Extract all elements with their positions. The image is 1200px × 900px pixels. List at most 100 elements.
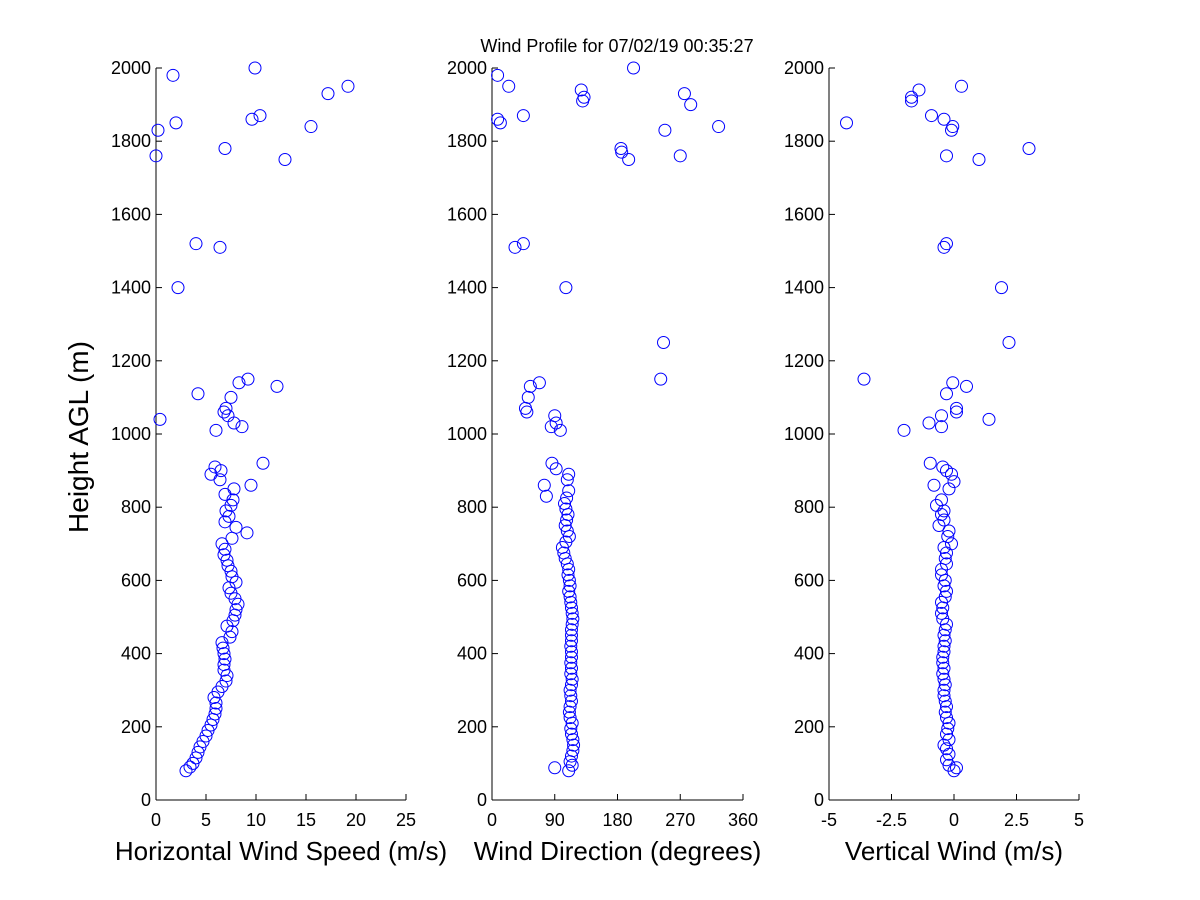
data-point [564, 645, 578, 659]
y-tick-label: 1000 [447, 424, 487, 444]
data-point [559, 502, 573, 516]
y-tick-label: 1800 [784, 131, 824, 151]
data-point [491, 112, 505, 126]
y-tick-label: 1600 [447, 204, 487, 224]
data-point [938, 590, 952, 604]
data-point [560, 473, 574, 487]
data-point [217, 405, 231, 419]
data-point [940, 387, 953, 401]
data-point [545, 456, 559, 470]
data-point [564, 727, 578, 741]
data-point [565, 606, 579, 620]
data-point [253, 109, 267, 123]
x-tick-label: 10 [246, 810, 266, 830]
data-point [227, 416, 241, 430]
data-point [564, 650, 578, 664]
data-point [560, 513, 574, 527]
data-point [923, 456, 937, 470]
data-point [270, 379, 284, 393]
data-point [937, 689, 951, 703]
data-point [937, 112, 951, 126]
data-point [564, 689, 578, 703]
data-point [935, 493, 948, 507]
data-point [537, 478, 551, 492]
x-axis-label: Horizontal Wind Speed (m/s) [115, 836, 447, 866]
data-point [183, 760, 197, 774]
y-tick-label: 1600 [111, 204, 151, 224]
figure-title: Wind Profile for 07/02/19 00:35:27 [480, 36, 753, 56]
data-point [191, 387, 205, 401]
data-point [563, 590, 577, 604]
data-point [562, 484, 576, 498]
data-point [936, 667, 950, 681]
x-tick-label: 2.5 [1004, 810, 1029, 830]
y-tick-label: 600 [794, 570, 824, 590]
data-point [937, 645, 951, 659]
x-tick-label: -2.5 [876, 810, 907, 830]
data-point [937, 639, 951, 653]
y-tick-label: 1600 [784, 204, 824, 224]
y-tick-label: 800 [794, 497, 824, 517]
data-point [946, 120, 960, 134]
data-point [627, 61, 641, 75]
data-point [564, 628, 578, 642]
data-point [491, 68, 505, 82]
y-tick-label: 600 [121, 570, 151, 590]
data-point [945, 537, 958, 551]
y-tick-label: 1800 [111, 131, 151, 151]
data-point [560, 524, 574, 538]
data-point [940, 464, 953, 478]
y-tick-label: 600 [457, 570, 487, 590]
x-axis-label: Vertical Wind (m/s) [845, 836, 1063, 866]
data-point [151, 123, 165, 137]
data-point [960, 379, 973, 393]
data-point [561, 568, 575, 582]
data-point [248, 61, 262, 75]
y-tick-label: 1400 [111, 278, 151, 298]
data-point [218, 142, 232, 156]
data-point [563, 579, 577, 593]
y-tick-label: 2000 [784, 58, 824, 78]
data-point [153, 412, 167, 426]
data-point [925, 109, 938, 123]
data-point [942, 758, 956, 772]
data-point [938, 705, 952, 719]
data-point [897, 423, 911, 437]
panel-wind-direction: 0 200 400 600 800 1000 1200 1400 1600 1800 2000 0 90… [447, 58, 761, 866]
panel-horizontal-wind-speed: 0 200 400 600 800 1000 1200 1400 1600 1800 2000 0 5 1… [111, 58, 447, 866]
y-tick-label: 1400 [447, 278, 487, 298]
data-point [219, 401, 233, 415]
data-point [942, 524, 956, 538]
data-point [940, 237, 953, 251]
data-point [941, 529, 955, 543]
data-point [566, 744, 580, 758]
x-tick-label: 5 [201, 810, 211, 830]
data-point [548, 761, 562, 775]
data-point [256, 456, 270, 470]
y-tick-label: 2000 [447, 58, 487, 78]
data-point [549, 416, 563, 430]
data-point [938, 551, 952, 565]
data-point [516, 109, 530, 123]
data-point [946, 376, 960, 390]
data-point [936, 650, 950, 664]
data-point [523, 379, 537, 393]
data-point [549, 462, 563, 476]
data-point [563, 683, 577, 697]
data-point [857, 372, 871, 386]
data-point [213, 240, 227, 254]
data-point [516, 237, 530, 251]
data-point [565, 672, 579, 686]
data-point [565, 617, 579, 631]
data-point [677, 87, 691, 101]
y-tick-label: 0 [477, 790, 487, 810]
y-tick-label: 400 [121, 644, 151, 664]
data-point [937, 661, 951, 675]
y-tick-label: 800 [457, 497, 487, 517]
data-point [905, 90, 918, 104]
data-point [937, 513, 951, 527]
data-point [209, 696, 223, 710]
data-point [564, 595, 578, 609]
data-point [1002, 336, 1016, 349]
